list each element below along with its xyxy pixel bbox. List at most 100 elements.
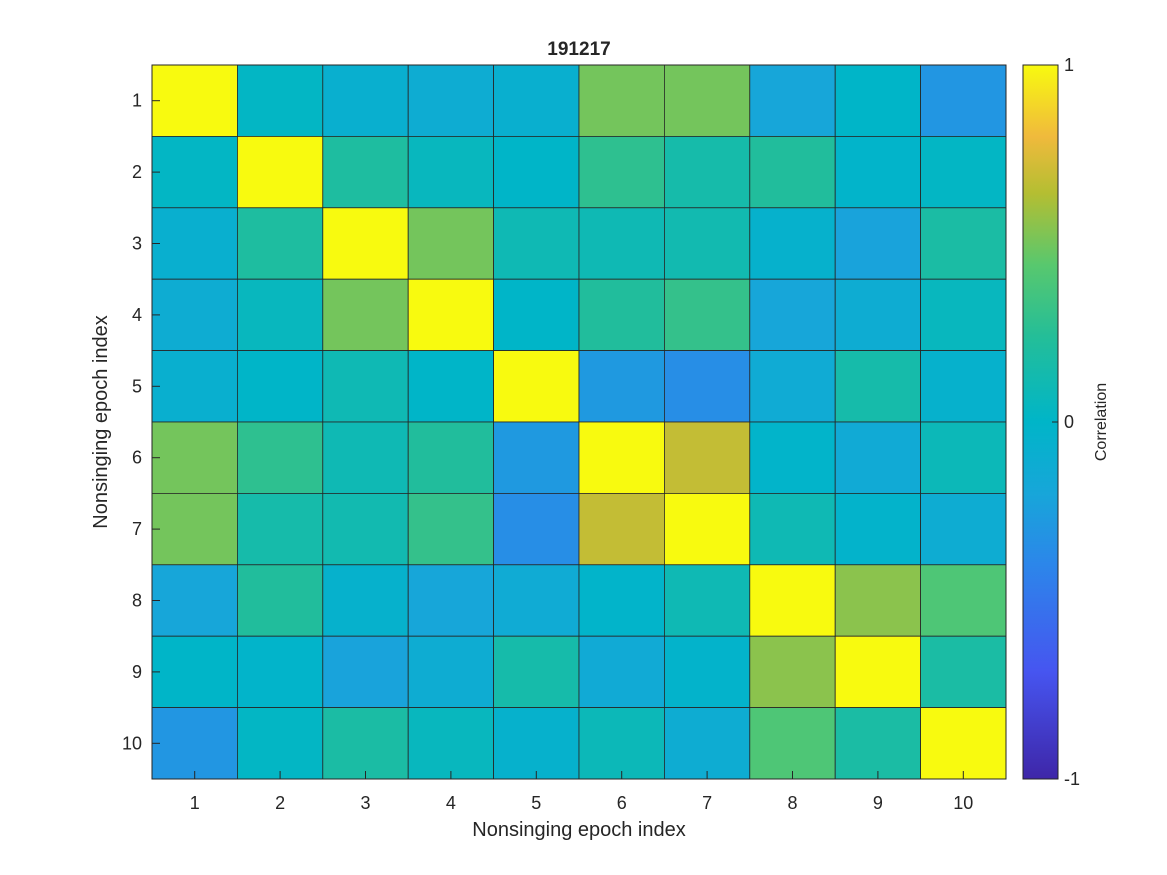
x-axis-ticks: 1 2 3 4 5 6 7 8 9 10 (190, 771, 973, 813)
colorbar-tick-label: 1 (1064, 55, 1074, 75)
heatmap-cell-7-1 (151, 492, 238, 566)
heatmap-cell-5-1 (151, 350, 238, 423)
heatmap-cell-3-7 (664, 207, 751, 280)
heatmap-cell-9-3 (322, 635, 409, 709)
heatmap-cell-6-7 (664, 421, 751, 494)
heatmap-cell-6-2 (236, 421, 324, 494)
heatmap-cell-8-4 (407, 564, 495, 637)
heatmap-cell-3-6 (578, 207, 665, 280)
y-tick-label: 5 (132, 376, 142, 396)
x-tick-label: 6 (617, 793, 627, 813)
heatmap-cell-4-8 (749, 278, 836, 352)
plot-frame (151, 64, 1007, 780)
heatmap-cell-6-4 (407, 421, 495, 494)
heatmap-cell-8-5 (493, 564, 580, 637)
heatmap-cell-8-9 (834, 564, 922, 637)
heatmap-cell-6-10 (920, 421, 1007, 494)
heatmap-cell-5-9 (834, 350, 922, 423)
heatmap-cell-2-1 (151, 135, 238, 209)
heatmap-cell-8-2 (236, 564, 324, 637)
heatmap-cell-3-9 (834, 207, 922, 280)
heatmap-cell-3-5 (493, 207, 580, 280)
heatmap-cell-2-4 (407, 135, 495, 209)
x-tick-label: 5 (531, 793, 541, 813)
heatmap-cell-2-9 (834, 135, 922, 209)
heatmap-cell-2-2 (236, 135, 324, 209)
heatmap-cell-2-10 (920, 135, 1007, 209)
heatmap-cell-5-10 (920, 350, 1007, 423)
heatmap-cell-8-6 (578, 564, 665, 637)
heatmap-cell-6-8 (749, 421, 836, 494)
heatmap-cell-3-10 (920, 207, 1007, 280)
heatmap-cell-1-2 (236, 64, 324, 137)
heatmap-cell-3-1 (151, 207, 238, 280)
heatmap-cell-4-4 (407, 278, 495, 352)
heatmap-cell-7-6 (578, 492, 665, 566)
heatmap-cell-2-3 (322, 135, 409, 209)
heatmap-cell-6-3 (322, 421, 409, 494)
heatmap-cell-2-6 (578, 135, 665, 209)
heatmap-cell-7-5 (493, 492, 580, 566)
heatmap-cell-10-3 (322, 707, 409, 780)
y-tick-label: 8 (132, 591, 142, 611)
heatmap-cell-3-4 (407, 207, 495, 280)
heatmap-cell-5-8 (749, 350, 836, 423)
heatmap-cell-1-5 (493, 64, 580, 137)
heatmap-cell-5-6 (578, 350, 665, 423)
y-tick-label: 4 (132, 305, 142, 325)
heatmap-cell-6-9 (834, 421, 922, 494)
heatmap-cell-4-2 (236, 278, 324, 352)
heatmap-cell-7-9 (834, 492, 922, 566)
x-tick-label: 1 (190, 793, 200, 813)
heatmap-cell-4-6 (578, 278, 665, 352)
x-tick-label: 2 (275, 793, 285, 813)
y-axis-ticks: 1 2 3 4 5 6 7 8 9 10 (122, 91, 160, 753)
x-tick-label: 10 (953, 793, 973, 813)
y-tick-label: 9 (132, 662, 142, 682)
heatmap-cell-8-8 (749, 564, 836, 637)
heatmap-cell-5-3 (322, 350, 409, 423)
heatmap-cell-8-10 (920, 564, 1007, 637)
heatmap-cell-9-10 (920, 635, 1007, 709)
x-tick-label: 4 (446, 793, 456, 813)
heatmap-cell-10-4 (407, 707, 495, 780)
heatmap-cell-6-6 (578, 421, 665, 494)
heatmap-cell-1-3 (322, 64, 409, 137)
heatmap-cell-4-10 (920, 278, 1007, 352)
heatmap-cell-4-5 (493, 278, 580, 352)
heatmap-cell-1-7 (664, 64, 751, 137)
x-tick-label: 3 (360, 793, 370, 813)
colorbar-label: Correlation (1093, 383, 1110, 461)
heatmap-cell-1-9 (834, 64, 922, 137)
heatmap-cell-6-1 (151, 421, 238, 494)
heatmap-cell-5-7 (664, 350, 751, 423)
colorbar-tick-label: 0 (1064, 412, 1074, 432)
heatmap-cell-4-1 (151, 278, 238, 352)
heatmap-cell-7-10 (920, 492, 1007, 566)
heatmap-cell-8-3 (322, 564, 409, 637)
colorbar-tick-label: -1 (1064, 769, 1080, 789)
x-tick-label: 8 (787, 793, 797, 813)
heatmap-cell-3-3 (322, 207, 409, 280)
heatmap-cell-7-3 (322, 492, 409, 566)
y-tick-label: 7 (132, 519, 142, 539)
heatmap-cell-1-6 (578, 64, 665, 137)
x-tick-label: 7 (702, 793, 712, 813)
heatmap-cell-9-7 (664, 635, 751, 709)
heatmap-cell-3-8 (749, 207, 836, 280)
chart-title: 191217 (547, 39, 610, 60)
y-axis-label: Nonsinging epoch index (90, 315, 112, 529)
x-axis-label: Nonsinging epoch index (472, 819, 686, 841)
y-tick-label: 1 (132, 91, 142, 111)
heatmap-cell-1-8 (749, 64, 836, 137)
x-tick-label: 9 (873, 793, 883, 813)
heatmap-cell-4-7 (664, 278, 751, 352)
heatmap-cell-9-2 (236, 635, 324, 709)
heatmap-cell-5-2 (236, 350, 324, 423)
heatmap-cell-9-1 (151, 635, 238, 709)
heatmap-cell-7-4 (407, 492, 495, 566)
heatmap-cell-5-4 (407, 350, 495, 423)
heatmap-cell-7-8 (749, 492, 836, 566)
heatmap-cell-10-1 (151, 707, 238, 780)
